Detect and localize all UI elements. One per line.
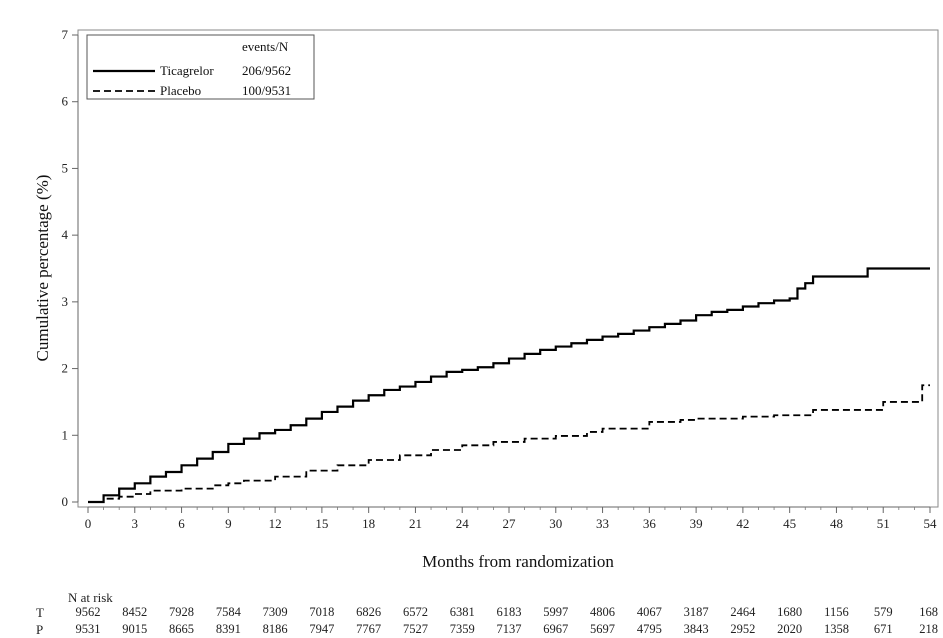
- y-tick-label: 1: [62, 427, 69, 442]
- at-risk-cell-p: 218: [919, 622, 938, 636]
- at-risk-cell-p: 6967: [543, 622, 569, 636]
- at-risk-row-label-p: P: [36, 622, 44, 637]
- at-risk-cell-t: 4806: [590, 605, 616, 619]
- at-risk-cell-t: 8452: [122, 605, 148, 619]
- y-axis: 0 1 2 3 4 5 6 7: [62, 27, 79, 509]
- x-axis-title: Months from randomization: [422, 552, 614, 571]
- at-risk-cell-t: 2464: [730, 605, 756, 619]
- at-risk-cell-t: 1680: [777, 605, 803, 619]
- x-tick-label: 54: [924, 516, 938, 531]
- y-tick-label: 6: [62, 94, 69, 109]
- x-tick-label: 51: [877, 516, 890, 531]
- x-tick-label: 6: [178, 516, 185, 531]
- legend: events/N Ticagrelor 206/9562 Placebo 100…: [86, 34, 315, 100]
- x-axis: 0 3 6 9 12 15 18 21 24 27 30 33 36 39 42 45 48 51 54: [85, 506, 938, 531]
- legend-events-ticagrelor: 206/9562: [242, 63, 291, 78]
- y-tick-label: 5: [62, 160, 69, 175]
- x-tick-label: 48: [830, 516, 843, 531]
- at-risk-cell-t: 7928: [169, 605, 195, 619]
- legend-label-placebo: Placebo: [160, 83, 201, 98]
- series-layer: [88, 267, 930, 504]
- at-risk-cell-p: 9531: [75, 622, 101, 636]
- legend-events-placebo: 100/9531: [242, 83, 291, 98]
- x-tick-label: 21: [409, 516, 422, 531]
- x-tick-label: 3: [132, 516, 139, 531]
- at-risk-cell-t: 168: [919, 605, 938, 619]
- at-risk-cell-t: 6572: [402, 605, 428, 619]
- at-risk-cell-p: 9015: [122, 622, 148, 636]
- x-tick-label: 9: [225, 516, 232, 531]
- at-risk-cell-t: 7309: [262, 605, 288, 619]
- at-risk-cell-t: 3187: [683, 605, 709, 619]
- at-risk-cell-p: 3843: [683, 622, 709, 636]
- series-line-placebo: [88, 384, 930, 503]
- at-risk-cell-t: 6381: [449, 605, 475, 619]
- y-tick-label: 0: [62, 494, 69, 509]
- at-risk-cell-t: 6826: [356, 605, 382, 619]
- x-tick-label: 0: [85, 516, 92, 531]
- at-risk-cell-p: 1358: [823, 622, 849, 636]
- at-risk-cell-p: 8186: [262, 622, 288, 636]
- y-tick-label: 3: [62, 294, 69, 309]
- x-tick-label: 45: [783, 516, 796, 531]
- at-risk-cell-p: 5697: [590, 622, 616, 636]
- at-risk-cell-p: 4795: [636, 622, 662, 636]
- at-risk-cell-p: 7137: [496, 622, 522, 636]
- at-risk-cell-t: 6183: [496, 605, 522, 619]
- at-risk-cell-t: 7018: [309, 605, 335, 619]
- y-tick-label: 2: [62, 361, 69, 376]
- x-tick-label: 12: [269, 516, 282, 531]
- at-risk-cell-t: 1156: [824, 605, 849, 619]
- x-tick-label: 33: [596, 516, 609, 531]
- at-risk-cell-p: 7527: [402, 622, 428, 636]
- plot-frame: [77, 29, 939, 508]
- y-tick-label: 7: [62, 27, 69, 42]
- at-risk-cell-p: 7947: [309, 622, 335, 636]
- at-risk-cell-p: 2952: [730, 622, 756, 636]
- x-tick-label: 36: [643, 516, 657, 531]
- at-risk-cell-t: 9562: [75, 605, 101, 619]
- x-tick-label: 15: [315, 516, 328, 531]
- at-risk-cell-p: 7767: [356, 622, 382, 636]
- x-tick-label: 42: [736, 516, 749, 531]
- at-risk-title: N at risk: [68, 590, 113, 605]
- x-tick-label: 30: [549, 516, 562, 531]
- legend-label-ticagrelor: Ticagrelor: [160, 63, 214, 78]
- legend-header: events/N: [242, 39, 289, 54]
- at-risk-cell-p: 8391: [215, 622, 241, 636]
- x-tick-label: 27: [503, 516, 517, 531]
- x-tick-label: 39: [690, 516, 703, 531]
- legend-box: [86, 34, 315, 100]
- x-tick-label: 18: [362, 516, 375, 531]
- y-tick-label: 4: [62, 227, 69, 242]
- at-risk-cell-t: 7584: [215, 605, 241, 619]
- at-risk-cell-p: 7359: [449, 622, 475, 636]
- at-risk-cell-p: 8665: [169, 622, 195, 636]
- y-axis-title: Cumulative percentage (%): [33, 175, 52, 362]
- at-risk-cell-t: 4067: [636, 605, 662, 619]
- at-risk-cell-p: 2020: [777, 622, 803, 636]
- at-risk-cell-t: 5997: [543, 605, 569, 619]
- at-risk-cell-t: 579: [873, 605, 893, 619]
- x-tick-label: 24: [456, 516, 470, 531]
- series-line-ticagrelor: [88, 267, 930, 504]
- at-risk-row-label-t: T: [36, 605, 44, 620]
